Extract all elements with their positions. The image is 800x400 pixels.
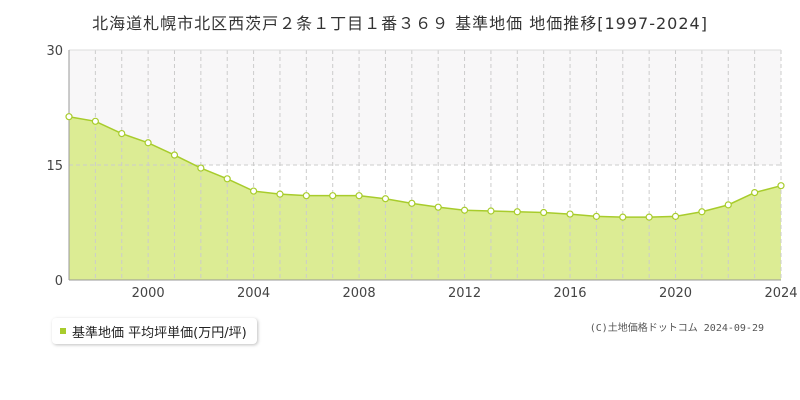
area-fill [69,116,781,280]
legend-swatch [60,328,66,334]
data-point [619,213,627,221]
x-tick-label: 2008 [343,286,376,301]
data-point [408,199,416,207]
x-tick-label: 2024 [764,286,797,301]
data-point [197,164,205,172]
legend-label: 基準地価 平均坪単価(万円/坪) [72,325,247,341]
data-point [724,201,732,209]
data-point [460,206,469,214]
data-point [276,190,284,198]
y-tick-label: 15 [46,159,63,174]
data-point [91,117,99,125]
data-point [381,195,390,203]
x-tick-label: 2004 [237,286,270,301]
data-point [751,189,759,197]
data-point [144,139,152,147]
upper-band [69,50,781,165]
data-point [118,129,126,138]
data-point [513,208,521,216]
data-point [592,212,601,220]
y-tick-label: 0 [55,274,63,289]
data-point [566,210,574,218]
data-point [355,192,363,200]
data-point [671,212,680,220]
chart-title: 北海道札幌市北区西茨戸２条１丁目１番３６９ 基準地価 地価推移[1997-202… [92,14,708,33]
data-point [329,192,337,200]
x-tick-label: 2000 [132,286,165,301]
data-point [434,203,442,211]
y-tick-label: 30 [46,44,63,59]
data-point [540,208,548,217]
data-point [223,175,231,183]
data-point [777,182,785,190]
data-point [249,187,258,195]
data-point [645,213,653,221]
credit-text: (C)土地価格ドットコム 2024-09-29 [589,323,764,334]
legend: 基準地価 平均坪単価(万円/坪) [52,318,257,344]
x-tick-label: 2016 [553,286,586,301]
series-line [68,115,782,218]
x-tick-label: 2020 [659,286,692,301]
data-point [487,207,495,215]
x-tick-label: 2012 [448,286,481,301]
data-point [65,113,73,121]
data-point [698,208,706,216]
data-point [170,151,179,159]
data-point [302,192,310,200]
